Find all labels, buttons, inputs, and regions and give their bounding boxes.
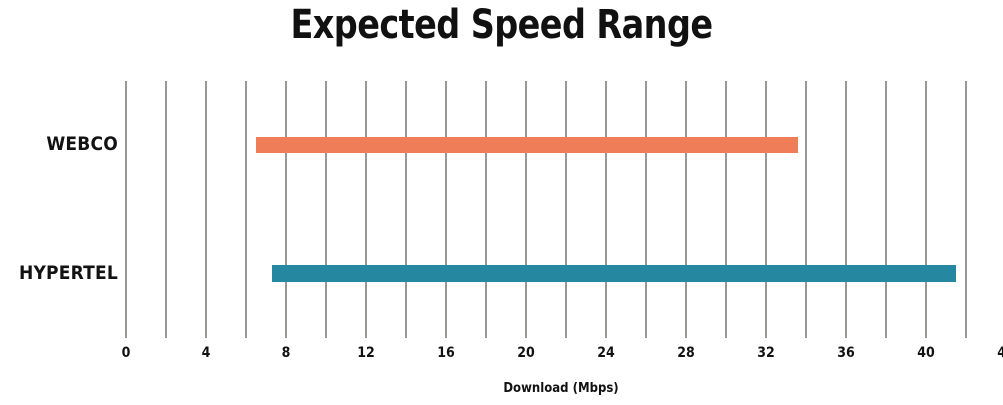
gridline: [605, 81, 607, 338]
gridline: [405, 81, 407, 338]
gridline: [845, 81, 847, 338]
tick-label: 24: [597, 345, 615, 361]
gridline: [485, 81, 487, 338]
gridline: [685, 81, 687, 338]
range-bar-webco[interactable]: [256, 137, 798, 154]
gridline: [325, 81, 327, 338]
tick-label: 44: [997, 345, 1003, 361]
tick-label: 16: [437, 345, 455, 361]
gridline: [645, 81, 647, 338]
chart-title: Expected Speed Range: [290, 2, 713, 48]
category-label-hypertel: HYPERTEL: [18, 261, 118, 284]
gridline: [285, 81, 287, 338]
tick-label: 12: [357, 345, 375, 361]
tick-label: 32: [757, 345, 775, 361]
category-label-webco: WEBCO: [46, 133, 118, 156]
x-axis-tick-labels: 0 4 8 12 16 20 24 28 32 36 40 44: [0, 345, 1003, 367]
tick-label: 0: [121, 345, 131, 361]
x-axis-title: Download (Mbps): [503, 381, 619, 396]
gridline: [565, 81, 567, 338]
gridline: [525, 81, 527, 338]
tick-label: 8: [281, 345, 291, 361]
gridline: [245, 81, 247, 338]
gridline: [205, 81, 207, 338]
tick-label: 36: [837, 345, 855, 361]
tick-label: 40: [917, 345, 935, 361]
gridline: [445, 81, 447, 338]
gridline: [925, 81, 927, 338]
tick-label: 4: [201, 345, 211, 361]
range-bar-hypertel[interactable]: [272, 265, 956, 283]
gridline: [365, 81, 367, 338]
gridline: [765, 81, 767, 338]
plot-area: [125, 81, 996, 338]
gridline: [165, 81, 167, 338]
gridline: [885, 81, 887, 338]
gridline: [125, 81, 127, 338]
category-axis-labels: WEBCO HYPERTEL: [0, 81, 118, 338]
tick-label: 28: [677, 345, 695, 361]
tick-label: 20: [517, 345, 535, 361]
gridline: [725, 81, 727, 338]
gridline: [965, 81, 967, 338]
gridline: [805, 81, 807, 338]
